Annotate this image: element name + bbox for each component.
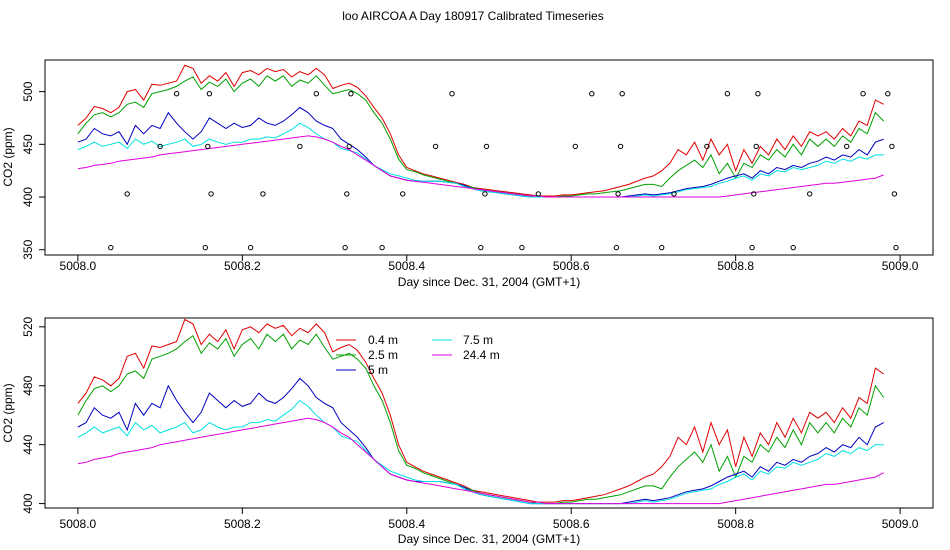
top-point-33: [704, 143, 710, 150]
top-point-44: [889, 143, 895, 150]
bottom-xtick-label-4: 5008.8: [717, 517, 754, 531]
bottom-line-7-5-m: [77, 399, 884, 505]
figure-title: loo AIRCOA A Day 180917 Calibrated Times…: [342, 9, 603, 23]
top-point-5: [205, 143, 211, 150]
top-point-8: [247, 244, 254, 251]
bottom-xtick-label-5: 5009.0: [882, 517, 919, 531]
top-point-27: [613, 244, 620, 251]
top-y-axis: 350 400 450 500: [21, 81, 45, 260]
bottom-line-24-4-m: [77, 417, 884, 505]
top-ytick-label-0: 350: [21, 239, 35, 259]
top-line-5-m: [77, 106, 884, 198]
bottom-xtick-label-0: 5008.0: [60, 517, 97, 531]
top-point-43: [885, 91, 891, 97]
top-point-38: [755, 91, 761, 97]
top-point-39: [790, 244, 796, 251]
top-scatter-points: [108, 91, 899, 251]
top-point-32: [671, 191, 677, 197]
top-point-21: [482, 191, 488, 197]
legend-label-0-4m: 0.4 m: [368, 333, 398, 347]
top-point-1: [124, 191, 130, 197]
bottom-xtick-label-2: 5008.4: [388, 517, 425, 531]
top-point-17: [400, 191, 406, 197]
bottom-panel: 5008.0 5008.2 5008.4 5008.6 5008.8 5009.0 400…: [1, 317, 934, 546]
bottom-line-0-4-m: [77, 318, 884, 503]
bottom-ytick-label-0: 400: [21, 493, 35, 513]
top-point-42: [860, 91, 866, 97]
top-point-46: [893, 244, 899, 251]
top-xtick-label-4: 5008.8: [717, 259, 754, 273]
top-point-19: [449, 91, 455, 97]
top-point-26: [589, 91, 595, 97]
top-point-29: [617, 143, 624, 150]
top-line-0-4-m: [77, 64, 884, 197]
top-point-36: [751, 191, 757, 197]
top-point-11: [313, 91, 319, 97]
bottom-plot-frame: [44, 317, 934, 509]
top-point-25: [572, 143, 578, 150]
top-ytick-label-1: 400: [21, 187, 35, 207]
top-point-0: [108, 244, 114, 251]
bottom-y-axis-label: CO2 (ppm): [1, 383, 15, 442]
bottom-x-axis-label: Day since Dec. 31, 2004 (GMT+1): [398, 532, 580, 546]
top-point-23: [519, 244, 525, 251]
bottom-y-axis: 400 440 480 520: [21, 317, 45, 514]
top-point-18: [432, 143, 439, 150]
top-line-24-4-m: [77, 135, 884, 198]
top-point-24: [535, 191, 541, 197]
top-point-10: [297, 143, 303, 150]
top-point-37: [753, 143, 759, 150]
top-xtick-label-1: 5008.2: [224, 259, 261, 273]
top-line-2-5-m: [77, 75, 885, 198]
legend-label-24-4m: 24.4 m: [463, 348, 500, 362]
bottom-ytick-label-1: 440: [21, 434, 35, 454]
top-plot-frame: [44, 59, 934, 256]
legend: 0.4 m 2.5 m 5 m 7.5 m 24.4 m: [336, 333, 500, 377]
top-point-34: [724, 91, 731, 97]
top-xtick-label-0: 5008.0: [60, 259, 97, 273]
top-point-41: [844, 143, 850, 150]
top-point-16: [379, 244, 385, 251]
top-point-20: [478, 244, 484, 251]
top-point-28: [615, 191, 621, 197]
top-point-9: [260, 191, 266, 197]
top-panel: 5008.0 5008.2 5008.4 5008.6 5008.8 5009.0 350…: [1, 59, 934, 289]
bottom-xtick-label-1: 5008.2: [224, 517, 261, 531]
top-ytick-label-2: 450: [21, 134, 35, 154]
legend-label-5m: 5 m: [368, 363, 388, 377]
top-point-2: [157, 143, 163, 150]
top-point-31: [659, 244, 665, 251]
bottom-ytick-label-2: 480: [21, 375, 35, 395]
top-point-30: [619, 91, 625, 97]
bottom-ytick-label-3: 520: [21, 317, 35, 337]
top-point-35: [749, 244, 755, 251]
top-point-15: [348, 91, 354, 97]
top-point-45: [891, 191, 898, 197]
top-ytick-label-3: 500: [21, 81, 35, 101]
top-xtick-label-5: 5009.0: [882, 259, 919, 273]
top-series-lines: [77, 64, 885, 198]
top-y-axis-label: CO2 (ppm): [1, 127, 15, 186]
top-point-40: [807, 191, 813, 197]
top-point-6: [206, 91, 213, 97]
top-x-axis: 5008.0 5008.2 5008.4 5008.6 5008.8 5009.0: [60, 255, 919, 273]
top-point-13: [344, 191, 350, 197]
bottom-series-lines: [77, 318, 885, 505]
bottom-xtick-label-3: 5008.6: [553, 517, 590, 531]
top-xtick-label-2: 5008.4: [388, 259, 425, 273]
bottom-x-axis: 5008.0 5008.2 5008.4 5008.6 5008.8 5009.0: [60, 508, 919, 531]
top-line-7-5-m: [77, 122, 884, 198]
top-point-3: [173, 91, 180, 97]
legend-label-2-5m: 2.5 m: [368, 348, 398, 362]
top-xtick-label-3: 5008.6: [553, 259, 590, 273]
bottom-line-5-m: [77, 377, 884, 505]
top-x-axis-label: Day since Dec. 31, 2004 (GMT+1): [398, 275, 580, 289]
top-point-4: [202, 244, 209, 251]
top-point-7: [208, 191, 214, 197]
top-point-12: [342, 244, 348, 251]
top-point-22: [483, 143, 490, 150]
legend-label-7-5m: 7.5 m: [463, 333, 493, 347]
top-point-14: [346, 143, 352, 150]
